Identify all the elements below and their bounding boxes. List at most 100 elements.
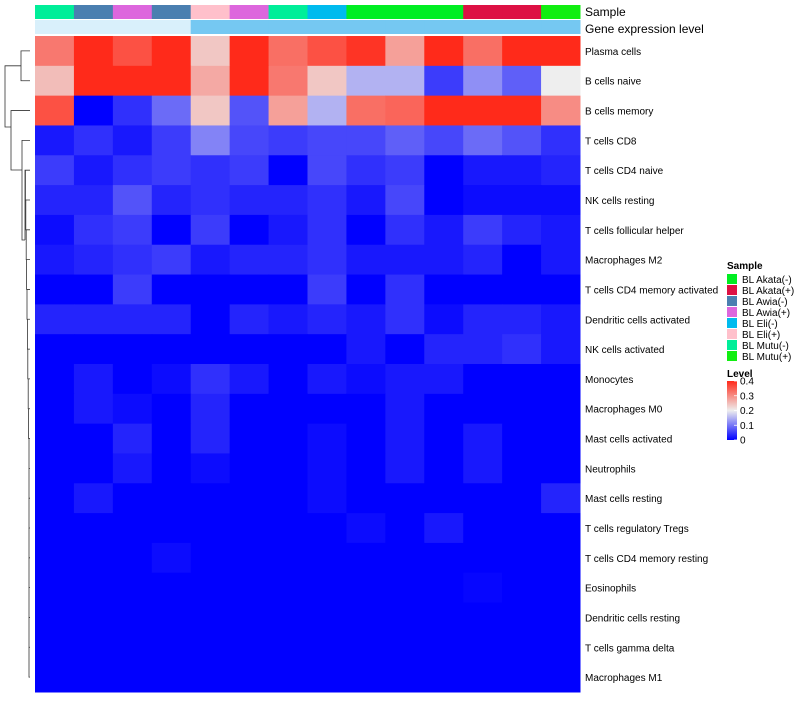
sample-annotation-cell: [229, 5, 270, 19]
heatmap-cell: [346, 185, 386, 216]
expression-annotation-cell: [35, 20, 75, 34]
heatmap-cell: [463, 423, 503, 454]
expression-annotation-cell: [307, 20, 347, 34]
dendrogram-branch: [26, 289, 30, 320]
heatmap-cell: [541, 65, 581, 97]
heatmap-cell: [229, 662, 270, 693]
heatmap-cell: [73, 244, 114, 276]
heatmap-cell: [541, 155, 581, 186]
dendrogram-branch: [28, 647, 30, 678]
heatmap-cell: [35, 423, 75, 454]
heatmap-cell: [463, 334, 503, 365]
heatmap-cell: [346, 36, 386, 67]
row-label: NK cells activated: [585, 345, 664, 356]
heatmap-cell: [463, 602, 503, 633]
heatmap-cell: [190, 513, 231, 544]
heatmap-cell: [73, 602, 114, 633]
sample-annotation-cell: [151, 5, 192, 19]
heatmap-cell: [151, 214, 192, 246]
dendrogram-branch: [27, 349, 30, 380]
heatmap-cell: [502, 393, 542, 425]
heatmap-cell: [307, 423, 347, 454]
heatmap-cell: [35, 602, 75, 633]
heatmap-cell: [385, 513, 425, 544]
heatmap-cell: [502, 65, 542, 97]
heatmap-cell: [229, 453, 270, 484]
heatmap-cell: [424, 244, 464, 276]
sample-annotation-cell: [112, 5, 153, 19]
heatmap-cell: [463, 244, 503, 276]
heatmap-cell: [268, 602, 308, 633]
heatmap-cell: [73, 393, 114, 425]
heatmap-cell: [112, 244, 153, 276]
heatmap-cells: [35, 36, 581, 693]
heatmap-cell: [190, 632, 231, 663]
heatmap-cell: [307, 513, 347, 544]
legend-level-tick-label: 0: [740, 436, 746, 447]
heatmap-cell: [73, 632, 114, 663]
heatmap-cell: [73, 65, 114, 97]
heatmap-cell: [463, 513, 503, 544]
heatmap-cell: [541, 244, 581, 276]
row-label: Mast cells activated: [585, 435, 672, 446]
row-label: Macrophages M1: [585, 673, 663, 684]
heatmap-cell: [385, 602, 425, 633]
sample-annotation-cell: [502, 5, 542, 19]
row-label: Macrophages M2: [585, 256, 663, 267]
heatmap-cell: [35, 334, 75, 365]
dendrogram-branch: [26, 319, 30, 350]
heatmap-cell: [307, 155, 347, 186]
heatmap-cell: [541, 483, 581, 514]
heatmap-cell: [151, 572, 192, 604]
heatmap-cell: [35, 65, 75, 97]
expression-annotation-cell: [73, 20, 114, 34]
row-label: Plasma cells: [585, 47, 641, 58]
row-labels: Plasma cells B cells naive B cells memory T…: [585, 47, 718, 684]
heatmap-cell: [307, 632, 347, 663]
heatmap-cell: [268, 244, 308, 276]
heatmap-cell: [73, 513, 114, 544]
legend-sample-title: Sample: [727, 261, 763, 272]
heatmap-cell: [112, 602, 153, 633]
heatmap-cell: [229, 572, 270, 604]
heatmap-cell: [463, 155, 503, 186]
heatmap-cell: [346, 214, 386, 246]
heatmap-cell: [502, 572, 542, 604]
heatmap-cell: [112, 632, 153, 663]
heatmap-cell: [73, 36, 114, 67]
heatmap-cell: [307, 185, 347, 216]
heatmap-cell: [151, 453, 192, 484]
expression-annotation-cell: [424, 20, 464, 34]
heatmap-cell: [502, 334, 542, 365]
row-label: B cells memory: [585, 107, 653, 118]
heatmap-cell: [112, 423, 153, 454]
heatmap-cell: [463, 65, 503, 97]
heatmap-cell: [385, 364, 425, 395]
heatmap-cell: [190, 125, 231, 156]
heatmap-cell: [346, 483, 386, 514]
heatmap-cell: [424, 602, 464, 633]
heatmap-cell: [268, 364, 308, 395]
legend-sample-swatch: [727, 318, 737, 328]
legend-level-title: Level: [727, 369, 753, 380]
legend-sample-label: BL Mutu(-): [742, 341, 789, 352]
heatmap-cell: [112, 95, 153, 126]
heatmap-cell: [541, 36, 581, 67]
heatmap-cell: [307, 334, 347, 365]
heatmap-cell: [502, 214, 542, 246]
heatmap-cell: [190, 364, 231, 395]
heatmap-cell: [385, 662, 425, 693]
heatmap-cell: [112, 214, 153, 246]
heatmap-cell: [268, 423, 308, 454]
heatmap-cell: [385, 334, 425, 365]
sample-annotation-cell: [268, 5, 308, 19]
heatmap-cell: [463, 274, 503, 305]
heatmap-cell: [190, 662, 231, 693]
heatmap-cell: [112, 125, 153, 156]
heatmap-cell: [35, 513, 75, 544]
dendrogram-branch: [21, 139, 30, 241]
heatmap-cell: [268, 542, 308, 574]
sample-annotation-cell: [35, 5, 75, 19]
heatmap-cell: [424, 542, 464, 574]
legend-level-bar: [727, 381, 737, 440]
